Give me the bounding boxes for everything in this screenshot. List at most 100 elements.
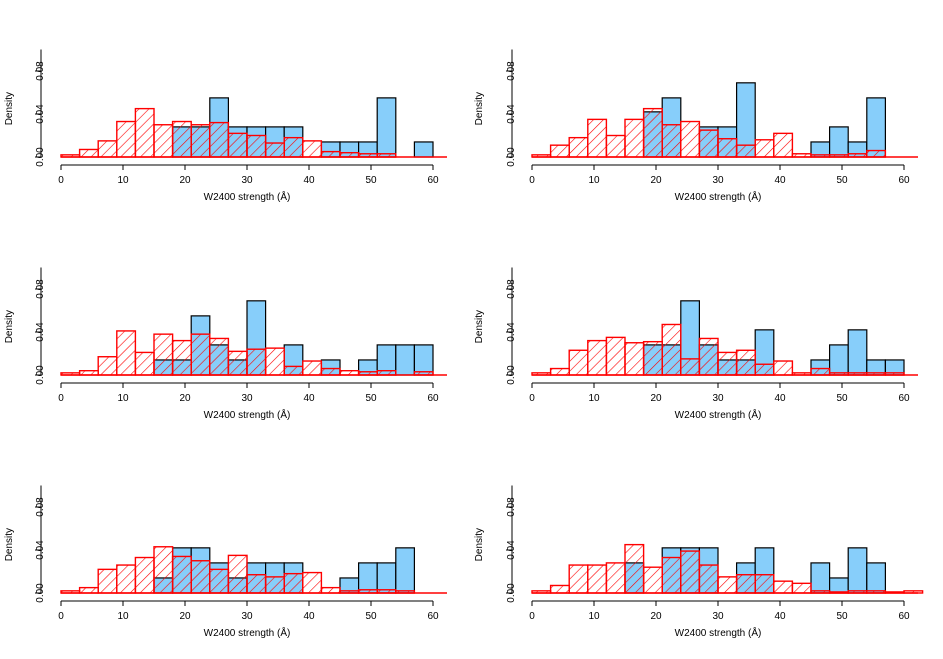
x-axis-label: W2400 strength (Å) — [204, 408, 291, 421]
histogram-panel-2: 0.00 0.04 0.08 Density 0 10 20 30 40 50 60 W2400 st… — [474, 49, 918, 203]
x-axis-label: W2400 strength (Å) — [675, 408, 762, 421]
red-hatched-bar — [605, 134, 626, 158]
red-hatched-bar — [153, 333, 174, 376]
x-tick-label: 20 — [650, 611, 662, 622]
red-hatched-bar — [680, 550, 701, 594]
x-tick-label: 60 — [427, 611, 439, 622]
y-axis-label: Density — [474, 92, 485, 125]
y-tick-label: 0.00 — [506, 147, 517, 167]
blue-bar — [413, 344, 434, 376]
x-tick-label: 30 — [712, 611, 724, 622]
x-tick-label: 60 — [898, 611, 910, 622]
blue-bar — [395, 344, 415, 376]
red-hatched-bar — [773, 580, 794, 594]
red-hatched-bar — [568, 564, 589, 594]
x-tick-label: 30 — [241, 393, 253, 404]
red-hatched-bar — [680, 120, 701, 158]
y-tick-label: 0.04 — [35, 540, 46, 560]
red-hatched-bar — [78, 586, 99, 594]
x-tick-label: 20 — [179, 175, 191, 186]
y-tick-label: 0.04 — [506, 104, 517, 124]
y-axis-label: Density — [474, 528, 485, 561]
blue-bar — [828, 126, 849, 158]
histogram-panel-5: 0.00 0.04 0.08 Density 0 10 20 30 40 50 60 W2400 st… — [4, 485, 447, 639]
y-tick-label: 0.04 — [506, 540, 517, 560]
red-hatched-bar — [717, 138, 738, 158]
red-hatched-bar — [568, 349, 589, 376]
y-axis-label: Density — [474, 310, 485, 343]
red-hatched-bar — [190, 124, 211, 158]
red-hatched-bar — [116, 120, 137, 158]
red-hatched-bar — [735, 349, 756, 376]
blue-bar — [376, 97, 397, 158]
y-tick-label: 0.04 — [35, 322, 46, 342]
blue-bar — [828, 344, 849, 376]
red-hatched-bar — [134, 351, 155, 376]
red-hatched-bar — [717, 576, 738, 594]
x-tick-label: 10 — [117, 393, 129, 404]
y-tick-label: 0.04 — [506, 322, 517, 342]
red-hatched-bar — [810, 367, 831, 376]
red-hatched-bar — [171, 555, 192, 594]
y-tick-label: 0.08 — [506, 61, 517, 81]
x-tick-label: 0 — [529, 611, 535, 622]
blue-bar — [847, 547, 868, 594]
blue-bar — [358, 562, 378, 594]
red-hatched-bar — [735, 144, 756, 158]
y-tick-label: 0.08 — [506, 497, 517, 517]
red-hatched-bar — [866, 149, 887, 158]
red-hatched-bar — [302, 360, 323, 376]
red-hatched-bar — [320, 367, 341, 376]
red-hatched-bar — [549, 144, 570, 158]
x-axis-label: W2400 strength (Å) — [204, 190, 291, 203]
red-hatched-bar — [642, 107, 663, 158]
x-tick-label: 10 — [117, 611, 129, 622]
red-hatched-bar — [283, 136, 304, 158]
red-hatched-bar — [717, 351, 738, 376]
red-hatched-bar — [97, 140, 118, 158]
red-hatched-bar — [283, 572, 304, 594]
x-tick-label: 20 — [179, 393, 191, 404]
histogram-panel-3: 0.00 0.04 0.08 Density 0 10 20 30 40 50 60 W2400 st… — [4, 267, 447, 421]
red-hatched-bar — [661, 124, 682, 158]
blue-bar — [866, 562, 886, 594]
y-tick-label: 0.08 — [35, 279, 46, 299]
y-tick-label: 0.00 — [506, 583, 517, 603]
x-tick-label: 0 — [58, 611, 64, 622]
red-hatched-bar — [134, 107, 155, 158]
red-hatched-bar — [190, 333, 211, 376]
red-hatched-bar — [568, 136, 589, 158]
x-tick-label: 60 — [427, 393, 439, 404]
x-tick-label: 50 — [836, 393, 848, 404]
red-hatched-bar — [549, 584, 570, 594]
y-tick-label: 0.00 — [35, 583, 46, 603]
red-hatched-bar — [209, 121, 230, 158]
red-hatched-bar — [246, 348, 267, 376]
x-tick-label: 60 — [898, 175, 910, 186]
red-hatched-bar — [791, 582, 812, 594]
red-hatched-bar — [153, 124, 174, 158]
red-hatched-bar — [587, 118, 608, 158]
blue-bar — [847, 329, 868, 376]
red-hatched-bar — [302, 140, 323, 158]
blue-bar — [376, 562, 397, 594]
x-tick-label: 20 — [650, 393, 662, 404]
x-tick-label: 30 — [241, 175, 253, 186]
y-tick-label: 0.00 — [35, 147, 46, 167]
red-hatched-bar — [605, 562, 626, 594]
red-hatched-bar — [190, 560, 211, 594]
red-hatched-bar — [134, 556, 155, 594]
red-hatched-bar — [320, 586, 341, 594]
x-tick-label: 0 — [529, 175, 535, 186]
blue-bar — [828, 577, 849, 594]
y-axis-label: Density — [4, 528, 15, 561]
red-hatched-bar — [642, 340, 663, 376]
red-hatched-bar — [209, 337, 230, 376]
x-tick-label: 60 — [898, 393, 910, 404]
x-tick-label: 20 — [650, 175, 662, 186]
y-tick-label: 0.08 — [35, 61, 46, 81]
red-hatched-bar — [587, 339, 608, 376]
red-hatched-bar — [227, 132, 248, 158]
